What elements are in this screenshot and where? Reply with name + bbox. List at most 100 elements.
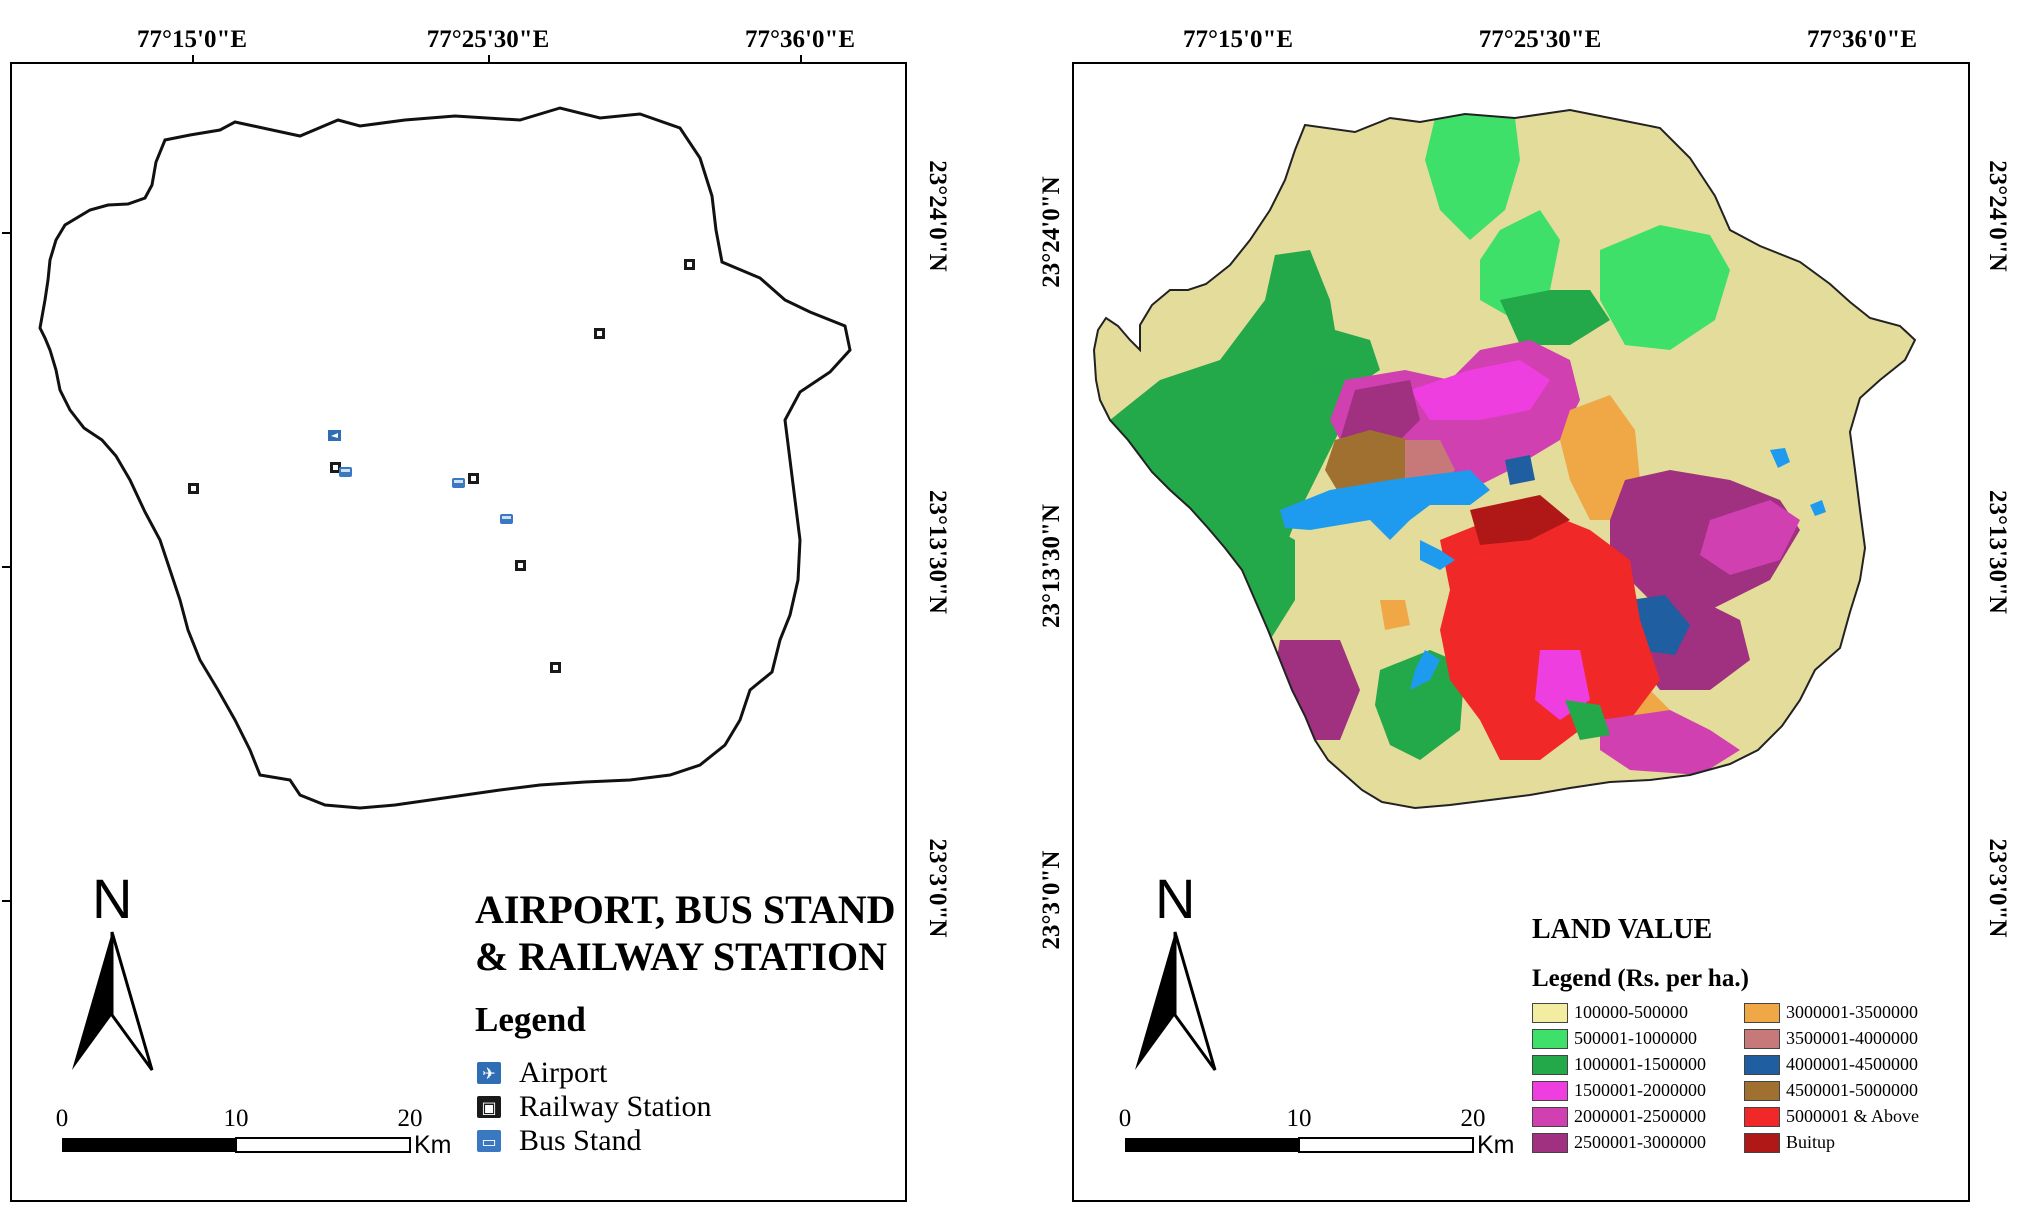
legend-label: 3500001-4000000 (1786, 1028, 1918, 1048)
legend-item: 2000001-2500000 (1532, 1106, 1742, 1127)
map-title: LAND VALUE (1532, 914, 1713, 945)
north-arrow (1135, 931, 1217, 1071)
legend-item: 100000-500000 (1532, 1002, 1742, 1023)
legend-item: 5000001 & Above (1744, 1106, 1954, 1127)
legend-heading: Legend (Rs. per ha.) (1532, 965, 1749, 992)
scale-bar (62, 1137, 411, 1153)
tick (2, 566, 10, 568)
airport-icon: ✈ (477, 1062, 501, 1084)
map-title: AIRPORT, BUS STAND & RAILWAY STATION (475, 886, 896, 980)
scale-bar (1125, 1137, 1474, 1153)
city-boundary (1092, 108, 1917, 810)
legend-swatch (1532, 1002, 1568, 1023)
left-map-canvas (38, 106, 852, 1153)
north-label: N (1155, 867, 1196, 930)
zone-2000001-2500000 (1700, 500, 1800, 575)
legend-swatch (1532, 1028, 1568, 1049)
land-value-zones (1094, 110, 1915, 808)
north-arrow (72, 931, 154, 1071)
tick (2, 232, 10, 234)
north-label: N (92, 867, 133, 930)
zone-buitup (1470, 495, 1570, 545)
legend-swatch (1744, 1054, 1780, 1075)
legend-item: 500001-1000000 (1532, 1028, 1742, 1049)
legend-label: Buitup (1786, 1132, 1836, 1152)
scale-unit: Km (414, 1131, 452, 1159)
legend-heading: Legend (475, 1000, 586, 1039)
legend-item: 3500001-4000000 (1744, 1028, 1954, 1049)
legend-label: 5000001 & Above (1786, 1106, 1919, 1126)
map-title-line2: & RAILWAY STATION (475, 934, 887, 979)
railway-station-marker (684, 259, 695, 270)
lon-label-top-3: 77°36'0"E (1807, 26, 1917, 53)
zone-1000001-1500000 (1315, 330, 1380, 390)
legend-item: Buitup (1744, 1132, 1954, 1153)
zone-1000001-1500000 (1565, 700, 1610, 740)
legend-label: 3000001-3500000 (1786, 1002, 1918, 1022)
railway-station-icon: ▣ (477, 1096, 501, 1118)
lake (1810, 500, 1826, 516)
railway-station-marker (550, 662, 561, 673)
legend-item: 1000001-1500000 (1532, 1054, 1742, 1075)
legend-swatch (1744, 1132, 1780, 1153)
legend-swatch (1744, 1106, 1780, 1127)
lake (1770, 448, 1790, 468)
legend-item-airport: ✈ Airport (477, 1056, 607, 1090)
railway-station-marker (594, 328, 605, 339)
legend-item-railway-station: ▣ Railway Station (477, 1090, 711, 1124)
lon-label-top-2: 77°25'30"E (426, 26, 550, 53)
legend-label: 1500001-2000000 (1574, 1080, 1706, 1100)
zone-500001-1000000 (1600, 225, 1730, 350)
bus-stand-marker (452, 478, 465, 488)
bus-stand-marker (339, 467, 352, 477)
zone-500001-1000000 (1100, 520, 1200, 610)
legend-label: 4500001-5000000 (1786, 1080, 1918, 1100)
legend-label: Airport (519, 1056, 608, 1089)
zone-1000001-1500000 (1375, 650, 1465, 760)
lon-label-top-3: 77°36'0"E (745, 26, 855, 53)
legend-item-bus-stand: ▭ Bus Stand (477, 1124, 642, 1158)
zone-500001-1000000 (1425, 110, 1520, 240)
legend-swatch (1744, 1028, 1780, 1049)
airport-marker (328, 430, 341, 441)
scale-number: 20 (1460, 1105, 1486, 1132)
legend-item: 1500001-2000000 (1532, 1080, 1742, 1101)
bus-stand-marker (500, 514, 513, 524)
legend-item: 4500001-5000000 (1744, 1080, 1954, 1101)
legend-item: 4000001-4500000 (1744, 1054, 1954, 1075)
scale-number: 20 (397, 1105, 423, 1132)
zone-3000001-3500000 (1560, 395, 1640, 520)
scale-number: 10 (223, 1105, 249, 1132)
tick (2, 900, 10, 902)
tick (488, 55, 490, 63)
scale-number: 10 (1286, 1105, 1312, 1132)
lon-label-top-1: 77°15'0"E (137, 26, 247, 53)
legend-label: 2000001-2500000 (1574, 1106, 1706, 1126)
legend-swatch (1532, 1080, 1568, 1101)
zone-4000001-4500000 (1505, 455, 1535, 485)
zone-1000001-1500000 (1500, 290, 1610, 345)
lon-label-top-1: 77°15'0"E (1183, 26, 1293, 53)
legend-swatch (1744, 1002, 1780, 1023)
scale-number: 0 (1118, 1105, 1132, 1132)
land-value-legend: 100000-500000 3000001-3500000 500001-10000… (1532, 1002, 1954, 1153)
legend-label: 1000001-1500000 (1574, 1054, 1706, 1074)
zone-5000001-above (1440, 510, 1660, 760)
railway-station-marker (188, 483, 199, 494)
zone-2000001-2500000 (1600, 710, 1740, 775)
legend-swatch (1532, 1132, 1568, 1153)
city-boundary (38, 106, 852, 810)
legend-swatch (1532, 1054, 1568, 1075)
zone-1500001-2000000 (1235, 690, 1295, 750)
lake (1410, 650, 1440, 690)
legend-label: Bus Stand (519, 1124, 642, 1157)
legend-label: 500001-1000000 (1574, 1028, 1697, 1048)
zone-3000001-3500000 (1380, 600, 1410, 630)
lake (1420, 540, 1455, 570)
tick (192, 55, 194, 63)
zone-1500001-2000000 (1410, 360, 1550, 420)
scale-number: 0 (55, 1105, 69, 1132)
map-title-line1: AIRPORT, BUS STAND (475, 887, 896, 932)
railway-station-marker (515, 560, 526, 571)
legend-swatch (1532, 1106, 1568, 1127)
